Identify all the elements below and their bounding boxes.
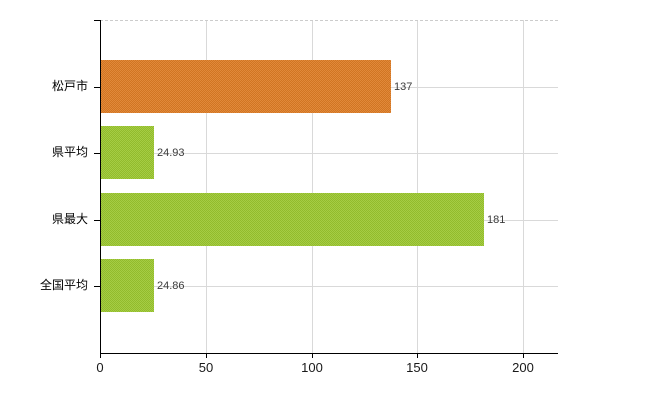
x-tick-label: 200 <box>512 360 534 375</box>
bar-value-label: 24.86 <box>157 280 185 292</box>
plot-top-border <box>100 20 558 21</box>
y-axis-tick <box>94 220 100 221</box>
y-axis-tick <box>94 87 100 88</box>
category-label: 県平均 <box>51 145 88 159</box>
x-axis-tick <box>523 353 524 358</box>
x-axis-tick <box>312 353 313 358</box>
bar-value-label: 24.93 <box>157 147 185 159</box>
x-axis-tick <box>100 353 101 358</box>
x-tick-label: 0 <box>96 360 104 375</box>
y-axis-tick <box>94 286 100 287</box>
bar <box>101 193 484 246</box>
x-axis-tick <box>417 353 418 358</box>
y-axis-tick <box>94 20 100 21</box>
bar-value-label: 137 <box>394 81 413 93</box>
x-tick-label: 50 <box>198 360 214 375</box>
y-axis-tick <box>94 153 100 154</box>
v-gridline <box>312 20 313 353</box>
category-label: 県最大 <box>51 212 88 226</box>
v-gridline <box>417 20 418 353</box>
h-gridline <box>101 153 558 154</box>
x-tick-label: 100 <box>301 360 323 375</box>
x-axis-line <box>100 353 558 354</box>
bar <box>101 259 154 312</box>
x-axis-tick <box>206 353 207 358</box>
bar <box>101 60 391 113</box>
bar <box>101 126 154 179</box>
category-label: 全国平均 <box>39 278 88 292</box>
bar-value-label: 181 <box>487 214 506 226</box>
y-axis-line <box>100 20 101 358</box>
v-gridline <box>523 20 524 353</box>
category-label: 松戸市 <box>51 79 88 93</box>
h-gridline <box>101 286 558 287</box>
x-tick-label: 150 <box>406 360 428 375</box>
v-gridline <box>206 20 207 353</box>
